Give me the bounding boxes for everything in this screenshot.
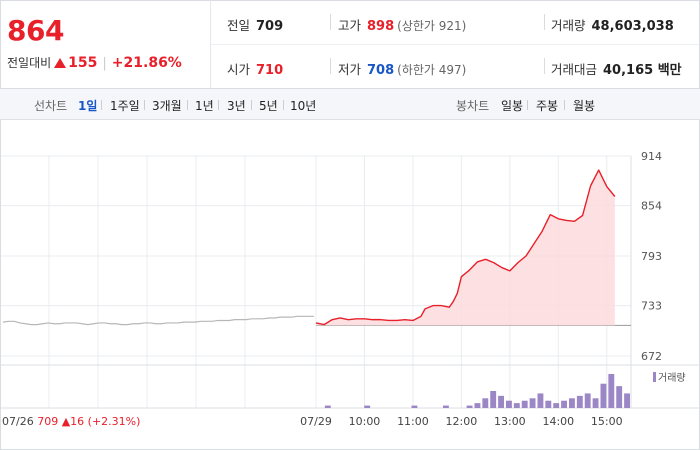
volume-bar [498, 395, 504, 408]
header-border [0, 88, 700, 89]
volume-bar [537, 393, 544, 408]
up-triangle-icon [54, 58, 67, 68]
x-tick-label: 07/29 [300, 415, 332, 428]
volume-bar [576, 395, 583, 408]
volume-legend-swatch [653, 372, 656, 382]
stats-divider [211, 44, 699, 45]
stat-high: 고가 898 (상한가 921) [338, 18, 467, 34]
volume-bar [600, 383, 607, 408]
stat-amount: 거래대금 40,165 백만 [551, 62, 682, 78]
volume-bar [616, 386, 623, 408]
prev-day-close: 709 ▲16 (+2.31%) [37, 415, 140, 428]
x-tick-label: 11:00 [397, 415, 429, 428]
change-row: 전일대비 155 | +21.86% [7, 54, 182, 71]
volume-bar [529, 398, 536, 408]
candle-tab-monthly[interactable]: 월봉 [573, 99, 596, 113]
volume-bar [592, 398, 599, 408]
stats-divider [544, 58, 545, 74]
tab-separator [283, 100, 284, 110]
x-tick-label: 13:00 [494, 415, 526, 428]
volume-bar [466, 405, 473, 408]
volume-bar [624, 393, 630, 408]
period-tab-5y[interactable]: 5년 [259, 99, 278, 113]
volume-bar [584, 393, 591, 408]
volume-bar [490, 391, 497, 408]
period-toolbar: 선차트 1일 1주일 3개월 1년 3년 5년 10년 봉차트 일봉 주봉 월봉 [0, 89, 700, 120]
volume-legend-label: 거래량 [658, 372, 686, 384]
x-tick-label: 12:00 [446, 415, 478, 428]
volume-bar [443, 405, 449, 408]
volume-bar [364, 405, 371, 408]
period-tab-10y[interactable]: 10년 [290, 99, 317, 113]
volume-bar [324, 405, 331, 408]
change-amount: 155 [68, 55, 98, 71]
stat-open: 시가 710 [227, 62, 284, 78]
volume-bar [545, 400, 552, 408]
stats-divider [330, 58, 331, 74]
candle-chart-label: 봉차트 [456, 99, 490, 113]
stat-volume: 거래량 48,603,038 [551, 18, 674, 34]
x-tick-label: 15:00 [591, 415, 623, 428]
tab-separator [527, 100, 528, 110]
period-tab-1d[interactable]: 1일 [78, 99, 98, 113]
y-tick-label: 672 [641, 350, 662, 363]
volume-bar [521, 400, 528, 408]
volume-bar [569, 398, 575, 408]
stats-divider [544, 14, 545, 30]
period-tab-3y[interactable]: 3년 [227, 99, 246, 113]
y-tick-label: 793 [641, 250, 662, 263]
price-summary: 864 전일대비 155 | +21.86% [0, 0, 211, 88]
y-tick-label: 914 [641, 150, 662, 163]
x-tick-label: 14:00 [542, 415, 574, 428]
tab-separator [187, 100, 188, 110]
current-price: 864 [7, 14, 64, 47]
change-label: 전일대비 [7, 56, 52, 70]
line-chart-label: 선차트 [34, 99, 68, 113]
period-tab-1w[interactable]: 1주일 [110, 99, 140, 113]
tab-separator [144, 100, 145, 110]
stat-prev-close: 전일 709 [227, 18, 284, 34]
volume-bar [506, 400, 512, 408]
today-price-area [316, 170, 615, 326]
tab-separator [251, 100, 252, 110]
divider: | [102, 56, 107, 71]
volume-bar [513, 403, 520, 408]
period-tab-1y[interactable]: 1년 [195, 99, 214, 113]
volume-bar [474, 403, 481, 408]
tab-separator [101, 100, 102, 110]
volume-bar [608, 374, 615, 408]
prev-day-date: 07/26 [2, 415, 37, 428]
candle-tab-daily[interactable]: 일봉 [501, 99, 524, 113]
period-tab-3m[interactable]: 3개월 [152, 99, 182, 113]
volume-bar [561, 400, 567, 408]
volume-bar [411, 405, 418, 408]
volume-bar [482, 398, 489, 408]
change-percent: +21.86% [111, 55, 182, 71]
x-tick-label: 10:00 [349, 415, 381, 428]
y-tick-label: 854 [641, 200, 662, 213]
tab-separator [218, 100, 219, 110]
y-tick-label: 733 [641, 300, 662, 313]
stat-low: 저가 708 (하한가 497) [338, 62, 467, 78]
tab-separator [564, 100, 565, 110]
today-price-line [315, 169, 616, 326]
stats-divider [330, 14, 331, 30]
candle-tab-weekly[interactable]: 주봉 [536, 99, 559, 113]
prev-day-price-line [2, 315, 314, 326]
volume-bar [553, 403, 560, 408]
prev-day-summary: 07/26 709 ▲16 (+2.31%) [2, 415, 140, 428]
